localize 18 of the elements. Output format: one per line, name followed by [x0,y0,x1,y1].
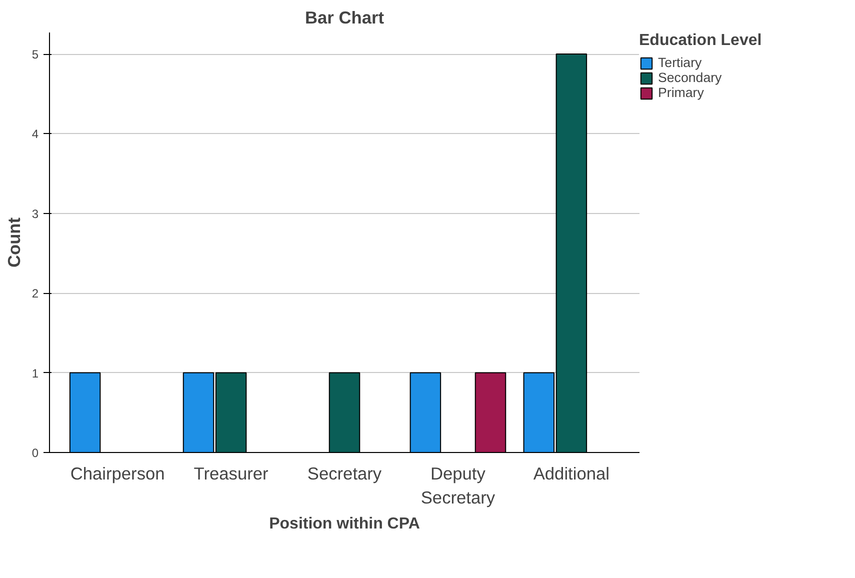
x-tick-label: Additional [533,464,610,484]
x-tick-label: Secretary [307,464,382,484]
x-axis-title: Position within CPA [269,516,420,532]
y-tick-label: 0 [32,446,39,460]
legend-label: Secondary [658,70,722,85]
y-tick-label: 2 [32,286,39,301]
x-tick-label: Deputy Secretary [420,464,496,508]
y-tick-label: 4 [32,127,39,142]
y-tick-label: 1 [32,366,39,380]
chart-title: Bar Chart [305,8,384,28]
y-axis-title: Count [4,217,24,268]
x-tick-label: Treasurer [194,464,268,484]
y-tick-label: 3 [32,206,39,221]
y-tick-label: 5 [32,48,39,62]
legend-label: Primary [658,85,704,100]
x-tick-label: Chairperson [70,464,165,484]
legend-title: Education Level [639,32,762,50]
legend-label: Tertiary [658,55,702,70]
